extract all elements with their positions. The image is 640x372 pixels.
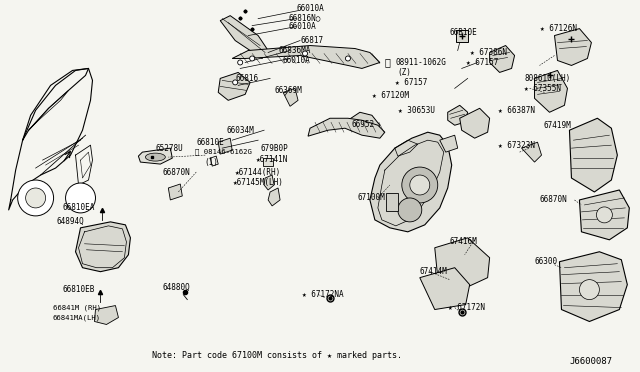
Text: ★ 67172NA: ★ 67172NA xyxy=(302,290,344,299)
Polygon shape xyxy=(448,105,468,125)
Circle shape xyxy=(398,198,422,222)
Text: ★ 67355N: ★ 67355N xyxy=(524,84,561,93)
Circle shape xyxy=(346,56,351,61)
Text: 66952: 66952 xyxy=(352,120,375,129)
Text: 679B0P: 679B0P xyxy=(260,144,288,153)
Text: 66817: 66817 xyxy=(300,36,323,45)
Text: 66816: 66816 xyxy=(235,74,259,83)
Text: Note: Part code 67100M consists of ★ marked parts.: Note: Part code 67100M consists of ★ mar… xyxy=(152,351,403,360)
Text: 66841MA(LH): 66841MA(LH) xyxy=(52,314,100,321)
Text: 66870N: 66870N xyxy=(163,167,190,177)
Circle shape xyxy=(233,80,237,85)
Text: ★ 67120M: ★ 67120M xyxy=(372,91,409,100)
Text: 64880Q: 64880Q xyxy=(163,283,190,292)
Polygon shape xyxy=(579,190,629,240)
Text: 66870N: 66870N xyxy=(540,195,567,205)
Text: 66010A: 66010A xyxy=(288,22,316,31)
Polygon shape xyxy=(264,175,274,190)
Text: 64894Q: 64894Q xyxy=(56,217,84,227)
Text: ★ 67157: ★ 67157 xyxy=(395,78,428,87)
Circle shape xyxy=(410,175,430,195)
Text: ★ 67323N: ★ 67323N xyxy=(498,141,534,150)
Polygon shape xyxy=(420,268,470,310)
Text: 66010A: 66010A xyxy=(296,4,324,13)
Text: 66836MA: 66836MA xyxy=(278,46,310,55)
Text: ★67144(RH): ★67144(RH) xyxy=(235,167,282,177)
Polygon shape xyxy=(218,138,232,154)
Circle shape xyxy=(596,207,612,223)
Polygon shape xyxy=(232,45,380,68)
Circle shape xyxy=(237,60,243,65)
Text: 67414M: 67414M xyxy=(420,267,447,276)
Text: 08911-1062G: 08911-1062G xyxy=(396,58,447,67)
Circle shape xyxy=(26,188,45,208)
Circle shape xyxy=(402,167,438,203)
Text: ① 08146-6162G: ① 08146-6162G xyxy=(195,149,252,155)
Polygon shape xyxy=(168,184,182,200)
Polygon shape xyxy=(570,118,618,192)
Polygon shape xyxy=(554,29,591,65)
Polygon shape xyxy=(370,132,452,232)
Text: ★ 66387N: ★ 66387N xyxy=(498,106,534,115)
Text: ★ 67172N: ★ 67172N xyxy=(448,303,484,312)
Polygon shape xyxy=(220,16,268,58)
Text: 66034M: 66034M xyxy=(226,126,254,135)
Circle shape xyxy=(250,56,255,61)
Polygon shape xyxy=(490,45,515,73)
Text: J6600087: J6600087 xyxy=(570,357,612,366)
Polygon shape xyxy=(522,142,541,162)
Text: 66816N○: 66816N○ xyxy=(288,13,321,22)
Polygon shape xyxy=(283,89,298,106)
Text: 66369M: 66369M xyxy=(274,86,302,95)
Polygon shape xyxy=(218,73,250,100)
Polygon shape xyxy=(268,188,280,206)
Text: (Z): (Z) xyxy=(398,68,412,77)
Text: ★ 67157: ★ 67157 xyxy=(466,58,498,67)
FancyBboxPatch shape xyxy=(263,158,273,166)
Polygon shape xyxy=(440,135,458,152)
Text: Ⓝ: Ⓝ xyxy=(385,57,391,67)
Polygon shape xyxy=(95,305,118,324)
Text: 66B10E: 66B10E xyxy=(450,28,477,37)
Polygon shape xyxy=(460,108,490,138)
Text: 66300: 66300 xyxy=(534,257,557,266)
Text: 66810EA: 66810EA xyxy=(63,203,95,212)
Text: ★67145M(LH): ★67145M(LH) xyxy=(233,177,284,186)
Text: 66010A: 66010A xyxy=(282,56,310,65)
Circle shape xyxy=(65,183,95,213)
Polygon shape xyxy=(76,222,131,272)
Polygon shape xyxy=(348,112,380,132)
FancyBboxPatch shape xyxy=(386,193,398,211)
Text: 67416M: 67416M xyxy=(450,237,477,246)
Polygon shape xyxy=(534,70,568,112)
Text: ★67141N: ★67141N xyxy=(256,155,289,164)
Polygon shape xyxy=(138,148,172,164)
Text: 66810EB: 66810EB xyxy=(63,285,95,294)
Circle shape xyxy=(18,180,54,216)
Polygon shape xyxy=(435,238,490,290)
Text: 808610(LH): 808610(LH) xyxy=(525,74,571,83)
Text: ★ 30653U: ★ 30653U xyxy=(398,106,435,115)
Ellipse shape xyxy=(145,153,165,161)
Polygon shape xyxy=(559,252,627,321)
Polygon shape xyxy=(308,118,385,138)
Text: 66810E: 66810E xyxy=(196,138,224,147)
Circle shape xyxy=(303,51,308,56)
Text: 67419M: 67419M xyxy=(543,121,572,130)
Text: 66841M (RH): 66841M (RH) xyxy=(52,304,100,311)
Text: ★ 67386N: ★ 67386N xyxy=(470,48,507,57)
Text: (1): (1) xyxy=(204,158,218,167)
Text: ★ 67126N: ★ 67126N xyxy=(540,24,577,33)
Text: 67100M: 67100M xyxy=(358,193,386,202)
Circle shape xyxy=(579,280,600,299)
Text: 65278U: 65278U xyxy=(156,144,183,153)
